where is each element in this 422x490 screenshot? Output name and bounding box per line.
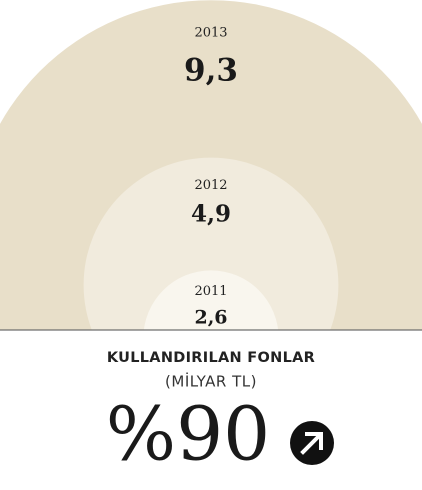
chart-title: KULLANDIRILAN FONLAR [107, 350, 315, 366]
value-label: 2,6 [194, 306, 227, 328]
circle [143, 270, 279, 330]
circle [83, 157, 339, 330]
value-label: 9,3 [184, 53, 238, 89]
year-label: 2013 [194, 26, 227, 41]
year-label: 2012 [194, 178, 227, 193]
chart-subtitle: (MİLYAR TL) [165, 372, 257, 391]
up-arrow-icon [290, 421, 334, 465]
year-label: 2011 [194, 284, 227, 299]
value-label: 4,9 [191, 201, 231, 228]
annotation: %90 [106, 391, 270, 477]
